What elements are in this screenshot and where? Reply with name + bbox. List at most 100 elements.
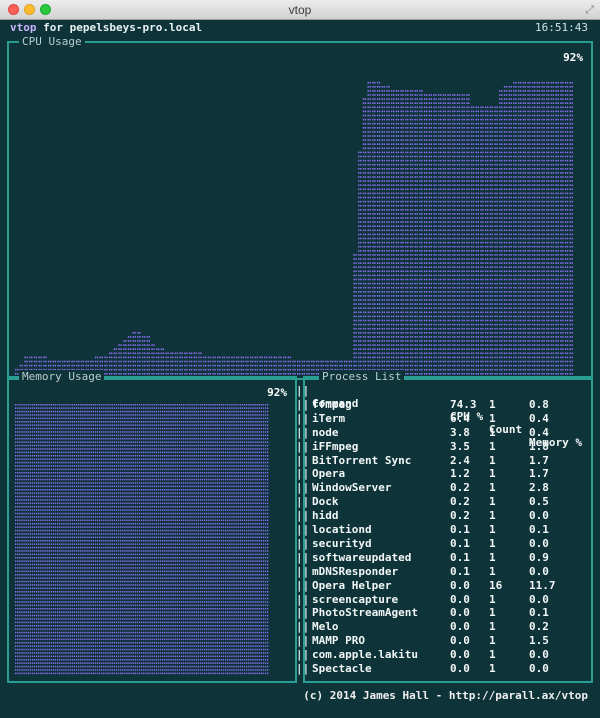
- title-bar[interactable]: vtop ⤢: [0, 0, 600, 20]
- header-memory[interactable]: Memory %: [529, 436, 582, 449]
- cpu-history-column: [235, 356, 240, 375]
- process-cpu: 3.5: [450, 439, 470, 453]
- cpu-history-column: [301, 360, 306, 375]
- process-count: 1: [489, 536, 496, 550]
- process-command: screencapture: [312, 592, 399, 606]
- cpu-history-column: [240, 356, 244, 375]
- cpu-history-column: [217, 356, 221, 375]
- process-memory: 1.7: [529, 453, 549, 467]
- cpu-history-column: [362, 98, 367, 375]
- cpu-history-column: [433, 94, 437, 375]
- cpu-history-column: [414, 90, 418, 375]
- cpu-history-column: [499, 90, 503, 375]
- terminal-content[interactable]: vtop for pepelsbeys-pro.local 16:51:43 C…: [0, 20, 600, 718]
- process-cpu: 0.0: [450, 634, 470, 648]
- memory-usage-graph: [15, 404, 269, 675]
- header-command[interactable]: Command: [312, 397, 359, 410]
- pipe-separator: ||: [296, 564, 310, 578]
- memory-usage-panel: Memory Usage 92%: [7, 370, 297, 683]
- cpu-history-column: [400, 90, 404, 375]
- pipe-separator: ||: [296, 550, 310, 564]
- cpu-history-column: [508, 86, 512, 375]
- pipe-separator: ||: [296, 606, 310, 620]
- cpu-history-column: [564, 81, 569, 375]
- cpu-history-column: [494, 106, 498, 375]
- cpu-history-column: [555, 81, 559, 375]
- process-cpu: 0.0: [450, 620, 470, 634]
- cpu-history-column: [245, 356, 249, 375]
- cpu-history-column: [170, 352, 174, 375]
- cpu-history-column: [259, 356, 263, 375]
- cpu-history-column: [109, 352, 113, 375]
- minimize-window-button[interactable]: [24, 4, 35, 15]
- process-cpu: 0.2: [450, 495, 470, 509]
- cpu-history-column: [475, 106, 479, 375]
- cpu-history-column: [541, 81, 545, 375]
- fullscreen-arrows-icon[interactable]: ⤢: [585, 3, 594, 16]
- cpu-history-column: [221, 356, 226, 375]
- cpu-history-column: [311, 360, 315, 375]
- process-command: MAMP PRO: [312, 634, 365, 648]
- memory-usage-title: Memory Usage: [19, 370, 105, 383]
- cpu-history-column: [292, 360, 296, 375]
- window-title: vtop: [288, 3, 312, 17]
- cpu-history-column: [231, 356, 235, 375]
- process-cpu: 6.4: [450, 411, 470, 425]
- header-count[interactable]: Count: [489, 423, 523, 436]
- pipe-separator: ||: [296, 384, 310, 397]
- app-name: vtop: [10, 21, 37, 34]
- process-cpu: 2.4: [450, 453, 470, 467]
- cpu-history-column: [489, 106, 494, 375]
- process-cpu: 0.1: [450, 564, 470, 578]
- process-cpu: 0.2: [450, 481, 470, 495]
- cpu-history-column: [137, 332, 141, 375]
- header-cpu[interactable]: CPU %: [450, 410, 484, 423]
- process-count: 1: [489, 411, 496, 425]
- cpu-history-column: [536, 81, 541, 375]
- process-cpu: 0.0: [450, 648, 470, 662]
- zoom-window-button[interactable]: [40, 4, 51, 15]
- process-command: Dock: [312, 495, 339, 509]
- pipe-separator: ||: [296, 453, 310, 467]
- process-command: ffmpeg: [312, 397, 352, 411]
- cpu-history-column: [461, 94, 465, 375]
- cpu-percent-label: 92%: [563, 51, 583, 64]
- process-command: node: [312, 425, 339, 439]
- cpu-history-column: [428, 94, 432, 375]
- cpu-history-column: [156, 348, 160, 375]
- process-memory: 0.1: [529, 606, 549, 620]
- process-count: 1: [489, 481, 496, 495]
- cpu-history-column: [306, 360, 310, 375]
- cpu-history-column: [419, 90, 423, 375]
- process-count: 1: [489, 397, 496, 411]
- pipe-separator: ||: [296, 425, 310, 439]
- process-memory: 1.7: [529, 467, 549, 481]
- process-command: iTerm: [312, 411, 346, 425]
- process-command: PhotoStreamAgent: [312, 606, 418, 620]
- process-count: 1: [489, 620, 496, 634]
- cpu-history-column: [423, 94, 428, 375]
- process-memory: 1.8: [529, 439, 549, 453]
- process-command: WindowServer: [312, 481, 392, 495]
- cpu-history-column: [409, 90, 414, 375]
- process-count: 1: [489, 509, 496, 523]
- process-memory: 0.0: [529, 536, 549, 550]
- pipe-separator: ||: [296, 397, 310, 411]
- process-command: securityd: [312, 536, 372, 550]
- cpu-history-column: [386, 86, 390, 375]
- process-memory: 0.0: [529, 648, 549, 662]
- process-cpu: 0.1: [450, 523, 470, 536]
- process-cpu: 0.0: [450, 592, 470, 606]
- process-count: 1: [489, 606, 496, 620]
- host-text: for pepelsbeys-pro.local: [36, 21, 203, 34]
- close-window-button[interactable]: [8, 4, 19, 15]
- process-command: softwareupdated: [312, 550, 412, 564]
- process-command: BitTorrent Sync: [312, 453, 412, 467]
- process-command: Opera Helper: [312, 578, 392, 592]
- cpu-history-column: [250, 356, 254, 375]
- cpu-history-column: [188, 352, 193, 375]
- process-memory: 0.4: [529, 425, 549, 439]
- process-count: 1: [489, 495, 496, 509]
- process-memory: 0.9: [529, 550, 549, 564]
- cpu-history-column: [447, 94, 451, 375]
